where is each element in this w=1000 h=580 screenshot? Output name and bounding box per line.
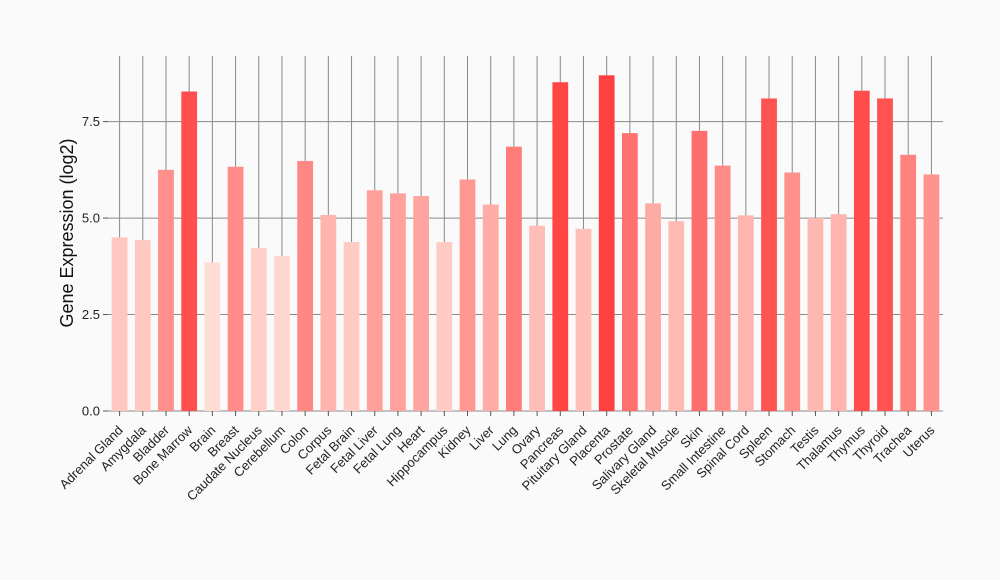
bar-lung[interactable]	[506, 146, 522, 411]
bar-skin[interactable]	[691, 130, 708, 411]
bar-trachea[interactable]	[900, 154, 917, 412]
bar-skeletal-muscle[interactable]	[668, 221, 685, 411]
y-gridlines	[108, 121, 943, 412]
bar-fetal-lung[interactable]	[390, 193, 406, 411]
bar-kidney[interactable]	[459, 179, 476, 411]
bar-fetal-brain[interactable]	[343, 241, 360, 411]
bar-prostate[interactable]	[621, 133, 638, 411]
y-tick-label: 5.0	[82, 211, 100, 226]
bar-ovary[interactable]	[529, 225, 545, 411]
bar-spinal-cord[interactable]	[737, 215, 754, 411]
bar-breast[interactable]	[227, 166, 244, 411]
bar-corpus[interactable]	[320, 214, 337, 411]
bar-uterus[interactable]	[923, 174, 940, 411]
y-axis-title: Gene Expression (log2)	[57, 138, 77, 327]
bar-bone-marrow[interactable]	[181, 91, 198, 412]
bar-small-intestine[interactable]	[714, 165, 731, 411]
bar-pancreas[interactable]	[552, 82, 569, 411]
bar-hippocampus[interactable]	[436, 241, 453, 411]
bar-colon[interactable]	[297, 160, 314, 411]
bar-caudate-nucleus[interactable]	[250, 248, 267, 411]
plot-background	[108, 56, 943, 411]
bars	[111, 75, 940, 412]
bar-testis[interactable]	[807, 218, 824, 411]
bar-brain[interactable]	[204, 262, 221, 411]
bar-spleen[interactable]	[761, 98, 777, 412]
bar-liver[interactable]	[482, 204, 499, 411]
y-tick-labels: 0.0 2.5 5.0 7.5	[82, 114, 108, 419]
y-tick-label: 7.5	[82, 114, 100, 129]
bar-adrenal-gland[interactable]	[111, 237, 128, 411]
bar-thymus[interactable]	[853, 90, 870, 411]
x-tick-label: Liver	[466, 422, 497, 453]
bar-thyroid[interactable]	[877, 98, 893, 412]
bar-bladder[interactable]	[158, 169, 174, 411]
bar-thalamus[interactable]	[830, 214, 847, 411]
y-tick-label: 2.5	[82, 307, 100, 322]
bar-stomach[interactable]	[784, 172, 801, 411]
bar-placenta[interactable]	[598, 75, 615, 411]
bar-heart[interactable]	[413, 196, 430, 411]
y-tick-label: 0.0	[82, 404, 100, 419]
bar-salivary-gland[interactable]	[645, 203, 661, 411]
bar-fetal-liver[interactable]	[366, 190, 383, 411]
bar-cerebellum[interactable]	[274, 255, 290, 411]
bar-pituitary-gland[interactable]	[575, 228, 592, 411]
bar-amygdala[interactable]	[134, 240, 151, 411]
